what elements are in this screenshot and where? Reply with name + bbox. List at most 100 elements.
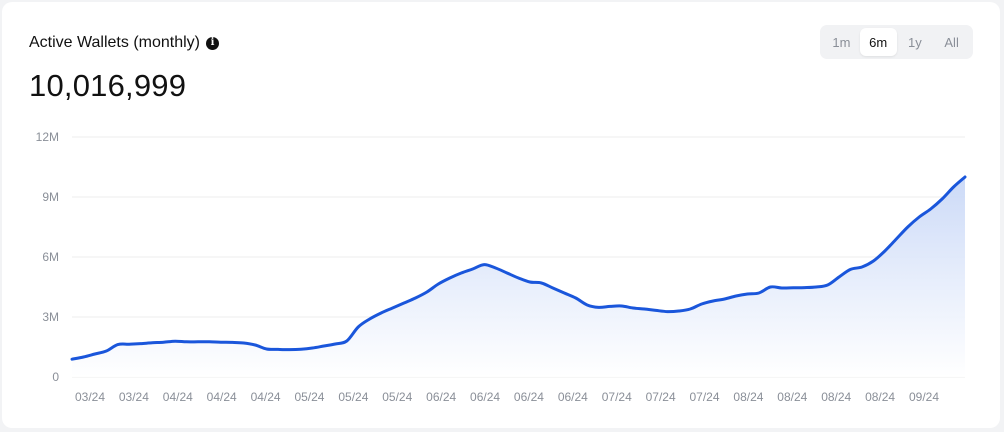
x-tick-label: 05/24 (294, 390, 324, 404)
data-point[interactable] (492, 264, 500, 272)
data-point[interactable] (446, 274, 454, 282)
data-point[interactable] (228, 338, 236, 346)
data-point[interactable] (835, 273, 843, 281)
data-point[interactable] (320, 342, 328, 350)
data-point[interactable] (240, 339, 248, 347)
y-tick-label: 9M (42, 190, 59, 204)
data-point[interactable] (824, 281, 832, 289)
data-point[interactable] (663, 308, 671, 316)
data-point[interactable] (91, 350, 99, 358)
x-tick-label: 06/24 (514, 390, 544, 404)
range-button-all[interactable]: All (944, 34, 959, 50)
data-point[interactable] (182, 338, 190, 346)
data-point[interactable] (515, 274, 523, 282)
data-point[interactable] (343, 337, 351, 345)
data-point[interactable] (469, 265, 477, 273)
x-tick-label: 08/24 (733, 390, 763, 404)
data-point[interactable] (789, 284, 797, 292)
y-tick-label: 0 (52, 370, 59, 384)
data-point[interactable] (125, 340, 133, 348)
data-point[interactable] (755, 289, 763, 297)
data-point[interactable] (400, 299, 408, 307)
data-point[interactable] (950, 183, 958, 191)
data-point[interactable] (354, 323, 362, 331)
data-point[interactable] (274, 345, 282, 353)
x-tick-label: 04/24 (163, 390, 193, 404)
info-icon[interactable]: i (206, 36, 219, 50)
data-point[interactable] (389, 304, 397, 312)
data-point[interactable] (618, 302, 626, 310)
data-point[interactable] (801, 284, 809, 292)
data-point[interactable] (549, 284, 557, 292)
data-point[interactable] (572, 294, 580, 302)
x-tick-label: 05/24 (338, 390, 368, 404)
data-point[interactable] (560, 289, 568, 297)
x-axis: 03/24 03/24 04/24 04/24 04/24 05/24 05/24 05/24… (75, 390, 939, 404)
data-point[interactable] (308, 344, 316, 352)
data-point[interactable] (732, 292, 740, 300)
data-point[interactable] (263, 345, 271, 353)
data-point[interactable] (858, 263, 866, 271)
range-button-1m[interactable]: 1m (832, 34, 851, 50)
data-point[interactable] (366, 315, 374, 323)
data-point[interactable] (297, 345, 305, 353)
data-point[interactable] (606, 302, 614, 310)
data-point[interactable] (331, 340, 339, 348)
data-point[interactable] (194, 338, 202, 346)
data-point[interactable] (286, 346, 294, 354)
data-point[interactable] (675, 307, 683, 315)
data-point[interactable] (411, 294, 419, 302)
data-point[interactable] (171, 337, 179, 345)
data-point[interactable] (743, 290, 751, 298)
y-axis: 0 3M 6M 9M 12M (36, 130, 60, 384)
data-point[interactable] (595, 303, 603, 311)
data-point[interactable] (640, 305, 648, 313)
data-point[interactable] (927, 205, 935, 213)
series-line[interactable] (70, 175, 967, 361)
data-point[interactable] (434, 280, 442, 288)
series-area-fill (72, 177, 965, 377)
data-point[interactable] (869, 257, 877, 265)
data-point[interactable] (251, 341, 259, 349)
data-point[interactable] (68, 355, 76, 363)
data-point[interactable] (847, 265, 855, 273)
data-point[interactable] (217, 338, 225, 346)
data-point[interactable] (915, 213, 923, 221)
data-point[interactable] (938, 195, 946, 203)
data-point[interactable] (812, 283, 820, 291)
data-point[interactable] (709, 297, 717, 305)
data-point[interactable] (457, 269, 465, 277)
data-point[interactable] (79, 353, 87, 361)
data-point[interactable] (503, 269, 511, 277)
data-point[interactable] (629, 304, 637, 312)
data-point[interactable] (137, 340, 145, 348)
data-point[interactable] (160, 338, 168, 346)
x-tick-label: 08/24 (821, 390, 851, 404)
data-point[interactable] (652, 306, 660, 314)
range-button-6m[interactable]: 6m (859, 28, 897, 56)
data-point[interactable] (423, 288, 431, 296)
data-point[interactable] (102, 347, 110, 355)
data-point[interactable] (698, 300, 706, 308)
data-point[interactable] (961, 173, 969, 181)
data-point[interactable] (904, 223, 912, 231)
data-point[interactable] (881, 247, 889, 255)
x-tick-label: 06/24 (426, 390, 456, 404)
data-point[interactable] (766, 283, 774, 291)
x-tick-label: 03/24 (75, 390, 105, 404)
data-point[interactable] (583, 301, 591, 309)
data-point[interactable] (480, 261, 488, 269)
range-button-1y[interactable]: 1y (908, 34, 922, 50)
data-point[interactable] (892, 235, 900, 243)
data-point[interactable] (205, 338, 213, 346)
data-point[interactable] (721, 295, 729, 303)
data-point[interactable] (537, 279, 545, 287)
data-point[interactable] (778, 284, 786, 292)
data-point[interactable] (526, 278, 534, 286)
data-point[interactable] (148, 339, 156, 347)
chart-title: Active Wallets (monthly) (29, 34, 200, 51)
data-point[interactable] (114, 341, 122, 349)
data-point[interactable] (686, 305, 694, 313)
data-point[interactable] (377, 309, 385, 317)
y-tick-label: 6M (42, 250, 59, 264)
